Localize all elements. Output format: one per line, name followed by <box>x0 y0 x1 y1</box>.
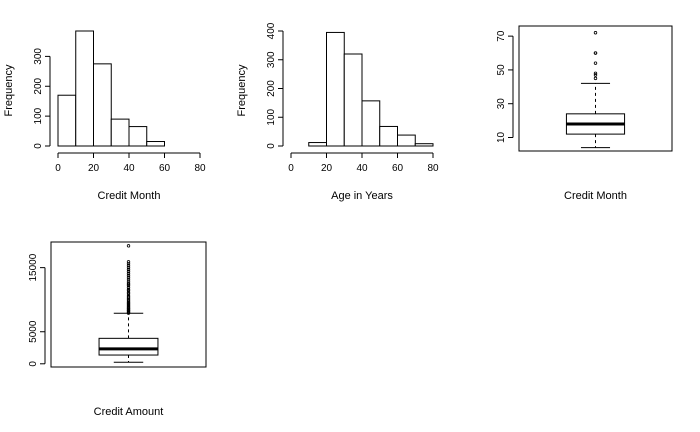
histogram-bar <box>57 94 77 147</box>
x-tick-label: 40 <box>123 163 135 174</box>
histogram-age-in-years: 0 20 40 60 80 0 100 200 300 400 Age in Years Freque… <box>236 22 439 202</box>
outlier-point <box>126 244 131 248</box>
y-tick-label: 0 <box>28 361 39 367</box>
y-tick-label: 30 <box>496 98 507 110</box>
outlier-point <box>126 260 131 264</box>
y-tick-label: 0 <box>266 143 277 149</box>
outlier-point <box>126 295 131 299</box>
y-tick-label: 70 <box>496 30 507 42</box>
histogram-bar <box>308 142 327 147</box>
outlier-point <box>593 51 598 55</box>
outlier-point <box>126 271 131 276</box>
outlier-point <box>126 282 131 287</box>
y-tick-label: 400 <box>266 22 277 39</box>
x-tick-label: 0 <box>288 163 294 174</box>
histogram-bar <box>397 134 416 147</box>
outlier-point <box>126 292 131 296</box>
outlier-point <box>126 273 131 278</box>
x-tick-label: 0 <box>55 163 61 174</box>
outlier-point <box>593 73 598 77</box>
x-tick-label: 40 <box>356 163 368 174</box>
outlier-point <box>593 31 598 35</box>
histogram-bar <box>146 141 165 147</box>
histogram-bar <box>128 126 148 147</box>
histogram-bar <box>361 100 381 147</box>
outlier-point <box>126 287 131 292</box>
x-axis-label: Credit Month <box>564 190 627 202</box>
y-tick-label: 300 <box>266 51 277 68</box>
outlier-point <box>593 76 598 81</box>
outlier-point <box>126 275 131 279</box>
outlier-point <box>126 294 131 298</box>
y-tick-label: 5000 <box>28 320 39 343</box>
x-axis-label: Age in Years <box>331 190 393 202</box>
x-axis-label: Credit Month <box>98 190 161 202</box>
outlier-point <box>126 285 131 290</box>
x-tick-label: 20 <box>88 163 100 174</box>
outlier-point <box>126 279 131 283</box>
outlier-point <box>126 265 131 270</box>
histogram-bar <box>326 31 345 147</box>
y-tick-label: 100 <box>33 107 44 124</box>
histogram-bar <box>343 53 363 147</box>
interquartile-box <box>98 337 159 356</box>
outlier-point <box>126 264 131 268</box>
outlier-point <box>126 281 131 285</box>
plot-frame <box>518 25 673 152</box>
boxplot-credit-month: 10 30 50 70 Credit Month <box>496 25 673 202</box>
outlier-point <box>126 269 131 274</box>
y-axis-label: Frequency <box>236 64 248 116</box>
outlier-point <box>126 290 131 295</box>
histogram-bar <box>93 63 112 147</box>
y-tick-label: 200 <box>33 77 44 94</box>
outlier-point <box>593 61 598 65</box>
outlier-point <box>126 262 131 266</box>
outlier-point <box>593 71 598 75</box>
y-tick-label: 15000 <box>28 253 39 281</box>
histogram-bar <box>414 143 434 147</box>
histogram-bar <box>110 118 130 147</box>
x-tick-label: 80 <box>194 163 206 174</box>
histogram-bar <box>75 30 94 147</box>
y-axis-label: Frequency <box>3 64 15 116</box>
outlier-point <box>126 277 131 281</box>
y-tick-label: 100 <box>266 108 277 125</box>
x-tick-label: 20 <box>321 163 333 174</box>
x-tick-label: 60 <box>392 163 404 174</box>
x-tick-label: 60 <box>159 163 171 174</box>
y-tick-label: 10 <box>496 131 507 143</box>
y-tick-label: 0 <box>33 143 44 149</box>
histogram-credit-month: 0 20 40 60 80 0 100 200 300 Credit Month Frequency <box>3 30 206 202</box>
boxplot-credit-amount: 0 5000 15000 Credit Amount <box>28 241 207 418</box>
plot-frame <box>50 241 207 368</box>
outlier-point <box>126 267 131 272</box>
y-tick-label: 50 <box>496 64 507 76</box>
y-tick-label: 300 <box>33 48 44 65</box>
x-axis-label: Credit Amount <box>94 406 164 418</box>
outlier-point <box>126 289 131 293</box>
y-tick-label: 200 <box>266 80 277 97</box>
histogram-bar <box>379 125 398 147</box>
x-tick-label: 80 <box>427 163 439 174</box>
